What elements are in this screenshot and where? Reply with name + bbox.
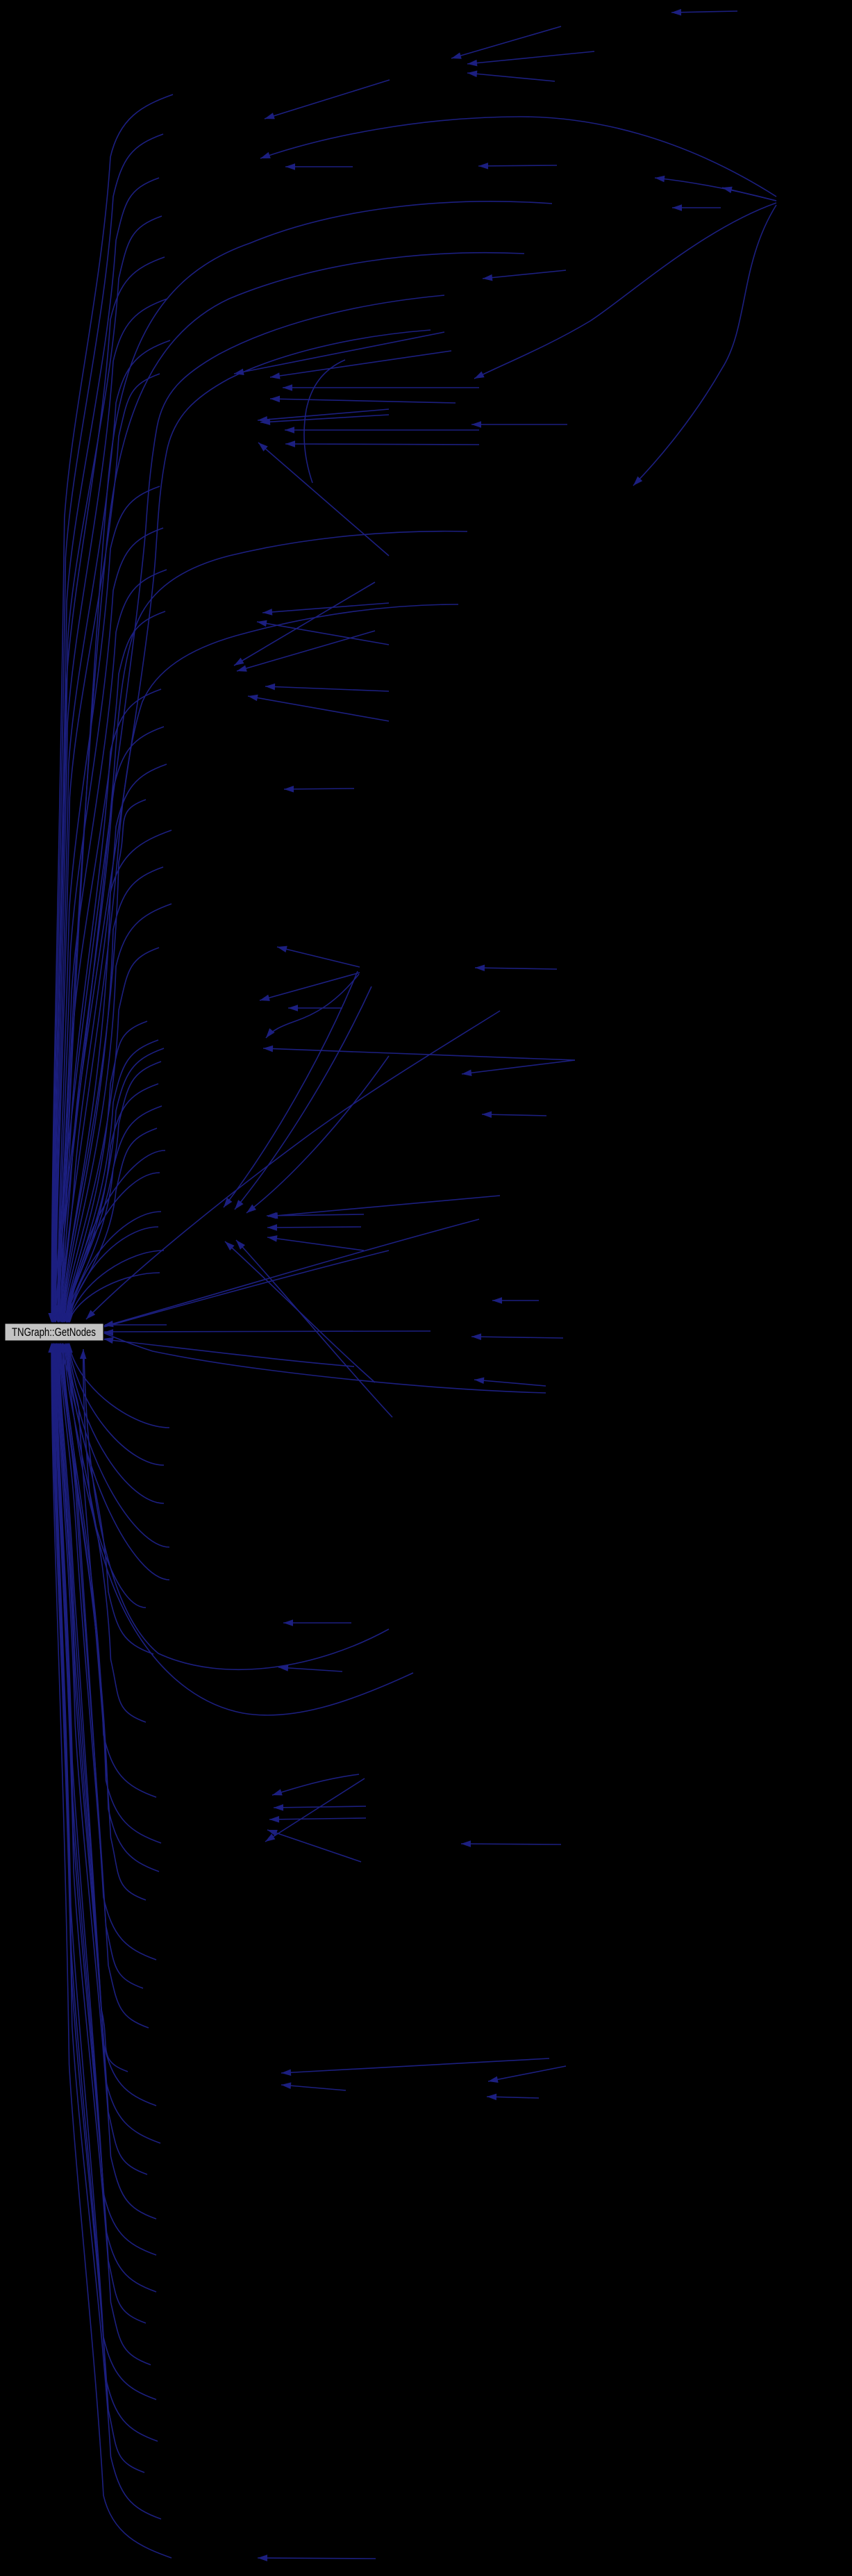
- svg-text:TNGraph::GetNodes: TNGraph::GetNodes: [12, 1326, 96, 1339]
